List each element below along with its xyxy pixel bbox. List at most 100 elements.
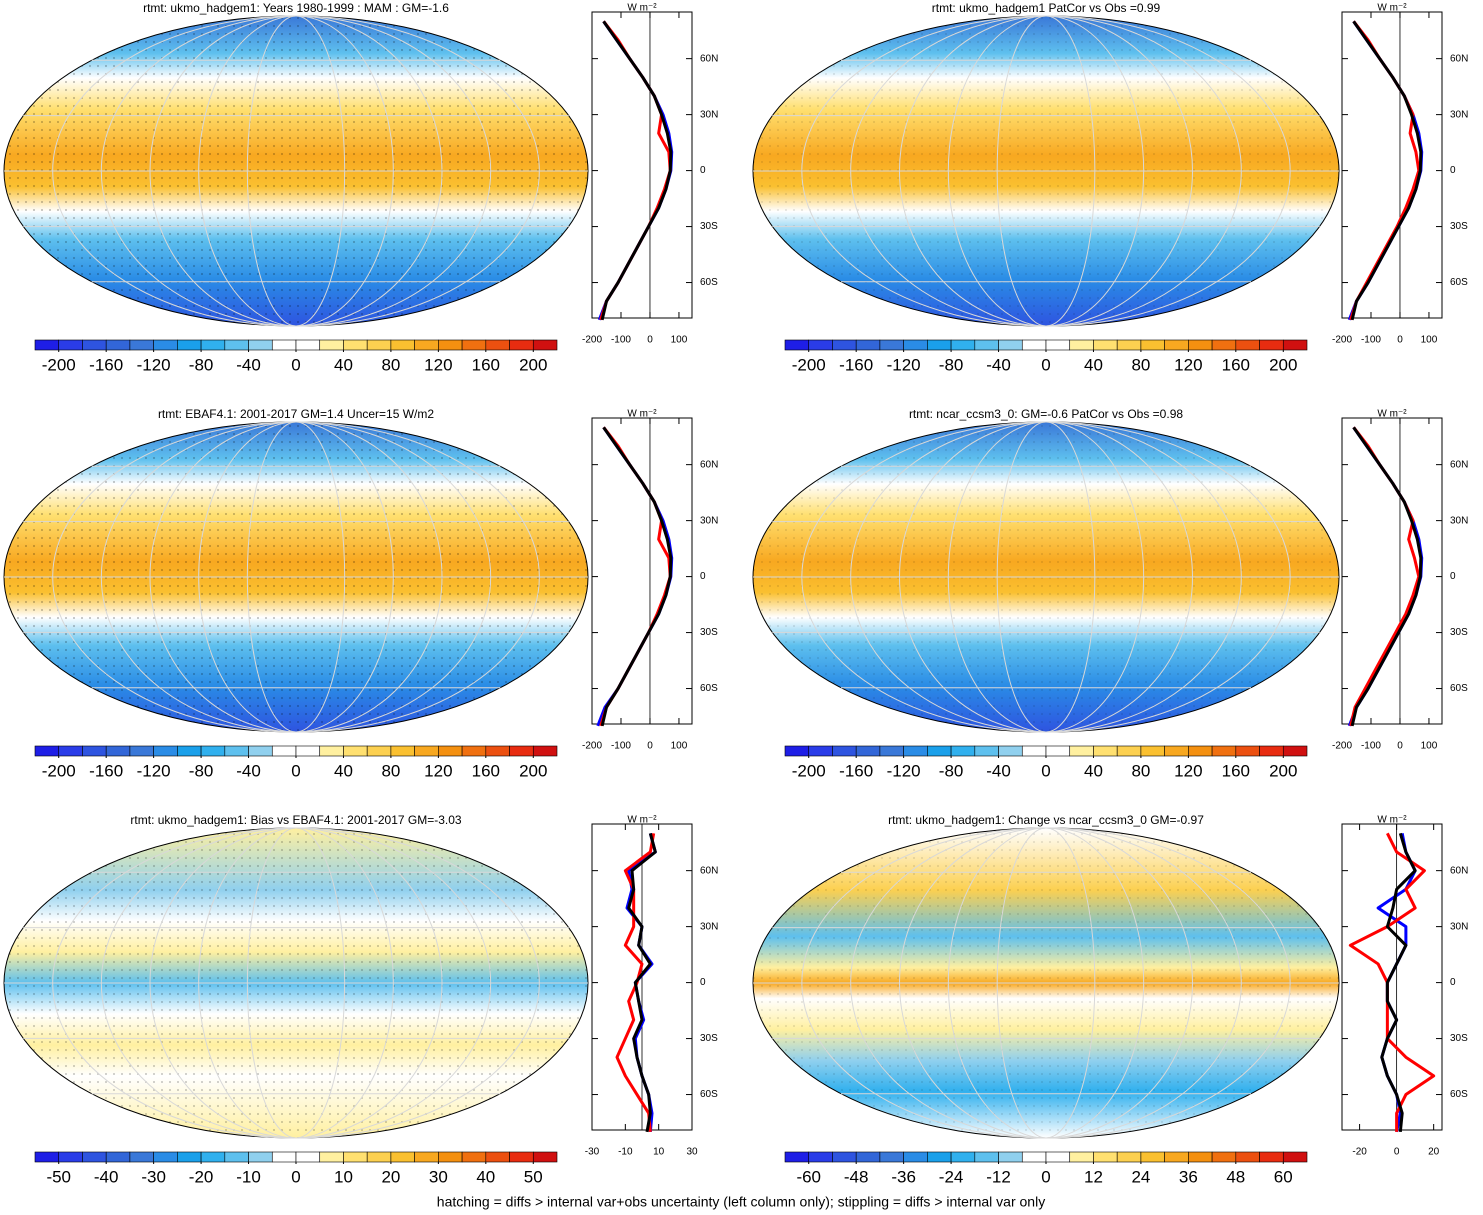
colorbar-box — [177, 339, 202, 351]
colorbar-box — [974, 1151, 999, 1163]
colorbar-label: -200 — [42, 761, 76, 780]
colorbar-box — [879, 745, 904, 757]
colorbar-box — [129, 1151, 154, 1163]
colorbar-box — [509, 745, 534, 757]
x-tick-label: -200 — [1332, 335, 1352, 346]
graticule — [52, 827, 540, 1139]
x-tick-label: 100 — [671, 741, 688, 752]
graticule — [52, 15, 540, 327]
colorbar-box — [784, 339, 810, 351]
colorbar-box — [974, 339, 999, 351]
x-tick-label: -200 — [582, 335, 602, 346]
colorbar-label: 0 — [1041, 355, 1050, 374]
colorbar-box — [461, 339, 487, 351]
colorbar-label: -40 — [236, 761, 261, 780]
profile-line — [1380, 832, 1417, 1133]
colorbar-label: 160 — [1222, 761, 1250, 780]
colorbar-label: 200 — [519, 355, 547, 374]
colorbar-label: 36 — [1179, 1167, 1198, 1186]
x-tick-label: -10 — [618, 1147, 633, 1158]
colorbar-label: 120 — [424, 355, 452, 374]
colorbar-box — [82, 745, 107, 757]
profile-frame — [1341, 417, 1443, 725]
colorbar-label: 40 — [1084, 355, 1103, 374]
colorbar-label: -10 — [236, 1167, 261, 1186]
colorbar-box — [1021, 745, 1047, 757]
colorbar-box — [105, 1151, 131, 1163]
y-tick-label: 60S — [700, 277, 718, 288]
colorbar-box — [832, 745, 857, 757]
unit-label: W m⁻² — [1377, 815, 1407, 826]
colorbar-label: 50 — [524, 1167, 543, 1186]
colorbar-label: 200 — [1269, 761, 1297, 780]
colorbar-label: -120 — [137, 355, 171, 374]
colorbar-label: 40 — [334, 761, 353, 780]
colorbar-label: 160 — [472, 761, 500, 780]
colorbar-box — [1045, 1151, 1071, 1163]
colorbar-box — [509, 339, 534, 351]
profile-frame — [1341, 823, 1443, 1131]
colorbar-box — [200, 339, 226, 351]
x-tick-label: -200 — [582, 741, 602, 752]
colorbar-box — [129, 339, 154, 351]
y-tick-label: 30S — [700, 221, 718, 232]
colorbar-label: -160 — [839, 761, 873, 780]
colorbar-label: -40 — [986, 355, 1011, 374]
colorbar-label: -24 — [939, 1167, 964, 1186]
colorbar-box — [1259, 1151, 1284, 1163]
y-tick-label: 60S — [1450, 683, 1468, 694]
colorbar-label: 80 — [381, 761, 400, 780]
colorbar-box — [295, 745, 321, 757]
colorbar-box — [998, 1151, 1023, 1163]
graticule — [801, 15, 1291, 327]
colorbar-label: -120 — [887, 761, 921, 780]
colorbar-label: 60 — [1274, 1167, 1293, 1186]
y-tick-label: 0 — [700, 571, 706, 582]
x-tick-label: -100 — [611, 335, 631, 346]
colorbar-box — [1069, 1151, 1094, 1163]
unit-label: W m⁻² — [627, 815, 657, 826]
colorbar-label: 80 — [1131, 761, 1150, 780]
colorbar-box — [1211, 1151, 1237, 1163]
colorbar-box — [903, 1151, 928, 1163]
colorbar-label: 40 — [1084, 761, 1103, 780]
colorbar-label: 48 — [1226, 1167, 1245, 1186]
colorbar-box — [153, 1151, 178, 1163]
colorbar-label: -30 — [141, 1167, 166, 1186]
colorbar-box — [1045, 745, 1071, 757]
colorbar-box — [295, 339, 321, 351]
colorbar-label: -120 — [887, 355, 921, 374]
graticule — [801, 421, 1291, 733]
colorbar-box — [34, 745, 60, 757]
colorbar-box — [998, 339, 1023, 351]
profile-line — [600, 426, 673, 727]
colorbar-box — [832, 339, 857, 351]
colorbar-label: 20 — [381, 1167, 400, 1186]
colorbar-box — [414, 339, 439, 351]
y-tick-label: 30S — [700, 627, 718, 638]
unit-label: W m⁻² — [627, 409, 657, 420]
colorbar-box — [1235, 745, 1260, 757]
colorbar-box — [532, 339, 558, 351]
colorbar-box — [927, 1151, 952, 1163]
colorbar-box — [808, 1151, 833, 1163]
colorbar-box — [1093, 745, 1118, 757]
panel-title: rtmt: EBAF4.1: 2001-2017 GM=1.4 Uncer=15… — [158, 407, 434, 421]
unit-label: W m⁻² — [1377, 409, 1407, 420]
y-tick-label: 60N — [700, 865, 718, 876]
colorbar-box — [319, 1151, 344, 1163]
colorbar-box — [855, 1151, 881, 1163]
y-tick-label: 30N — [1450, 515, 1468, 526]
colorbar-label: 40 — [476, 1167, 495, 1186]
colorbar-box — [177, 1151, 202, 1163]
colorbar-label: 24 — [1131, 1167, 1150, 1186]
colorbar-label: -160 — [89, 761, 123, 780]
profile-frame — [591, 11, 693, 319]
y-tick-label: 30S — [700, 1033, 718, 1044]
colorbar-box — [153, 745, 178, 757]
colorbar-box — [855, 339, 881, 351]
colorbar-box — [82, 1151, 107, 1163]
colorbar-label: -200 — [42, 355, 76, 374]
y-tick-label: 30N — [700, 109, 718, 120]
colorbar-box — [1140, 745, 1165, 757]
